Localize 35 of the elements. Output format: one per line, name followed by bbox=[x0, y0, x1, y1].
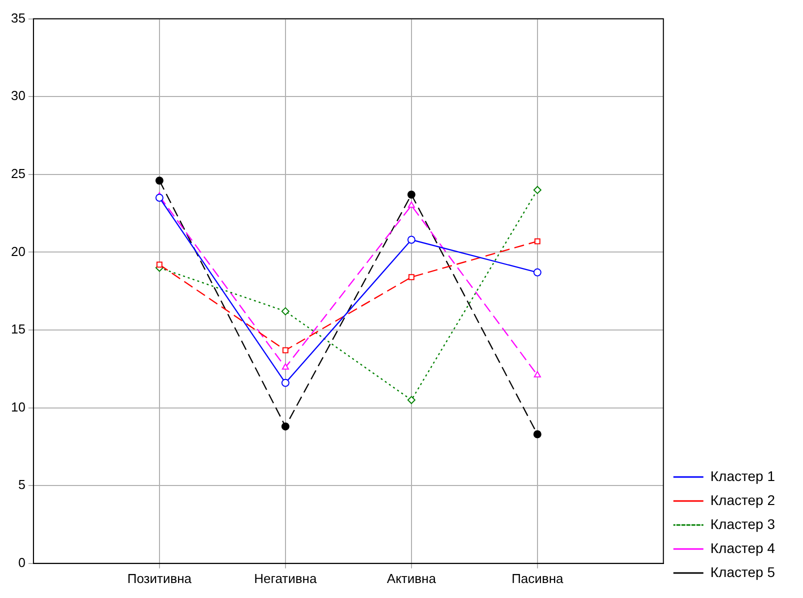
legend-label: Кластер 5 bbox=[710, 564, 776, 580]
y-tick-label: 0 bbox=[18, 554, 26, 570]
point bbox=[534, 238, 540, 244]
y-tick-label: 5 bbox=[18, 477, 26, 492]
point bbox=[408, 274, 414, 280]
point bbox=[281, 378, 290, 387]
point bbox=[407, 190, 416, 199]
y-tick-label: 20 bbox=[10, 244, 26, 259]
legend-label: Кластер 4 bbox=[710, 540, 776, 556]
point bbox=[534, 371, 541, 378]
legend-label: Кластер 3 bbox=[710, 516, 776, 532]
legend-label: Кластер 2 bbox=[710, 492, 776, 508]
point bbox=[282, 347, 288, 354]
point bbox=[281, 307, 290, 316]
point bbox=[407, 236, 416, 244]
point bbox=[156, 262, 162, 268]
x-tick-label: Негативна bbox=[254, 570, 318, 586]
y-tick-label: 25 bbox=[10, 166, 26, 181]
point bbox=[533, 430, 542, 438]
point bbox=[533, 268, 542, 276]
point bbox=[533, 186, 542, 194]
point bbox=[407, 396, 416, 404]
y-tick-label: 35 bbox=[10, 10, 26, 26]
point bbox=[282, 363, 289, 370]
x-tick-label: Пасивна bbox=[512, 570, 564, 586]
y-tick-label: 30 bbox=[10, 88, 26, 104]
y-tick-label: 15 bbox=[10, 322, 26, 337]
point bbox=[408, 202, 415, 208]
x-tick-label: Позитивна bbox=[127, 570, 192, 586]
point bbox=[281, 422, 290, 430]
x-tick-label: Активна bbox=[386, 570, 437, 586]
legend-label: Кластер 1 bbox=[710, 468, 776, 484]
point bbox=[155, 194, 164, 202]
y-tick-label: 10 bbox=[10, 399, 26, 414]
point bbox=[155, 176, 164, 185]
